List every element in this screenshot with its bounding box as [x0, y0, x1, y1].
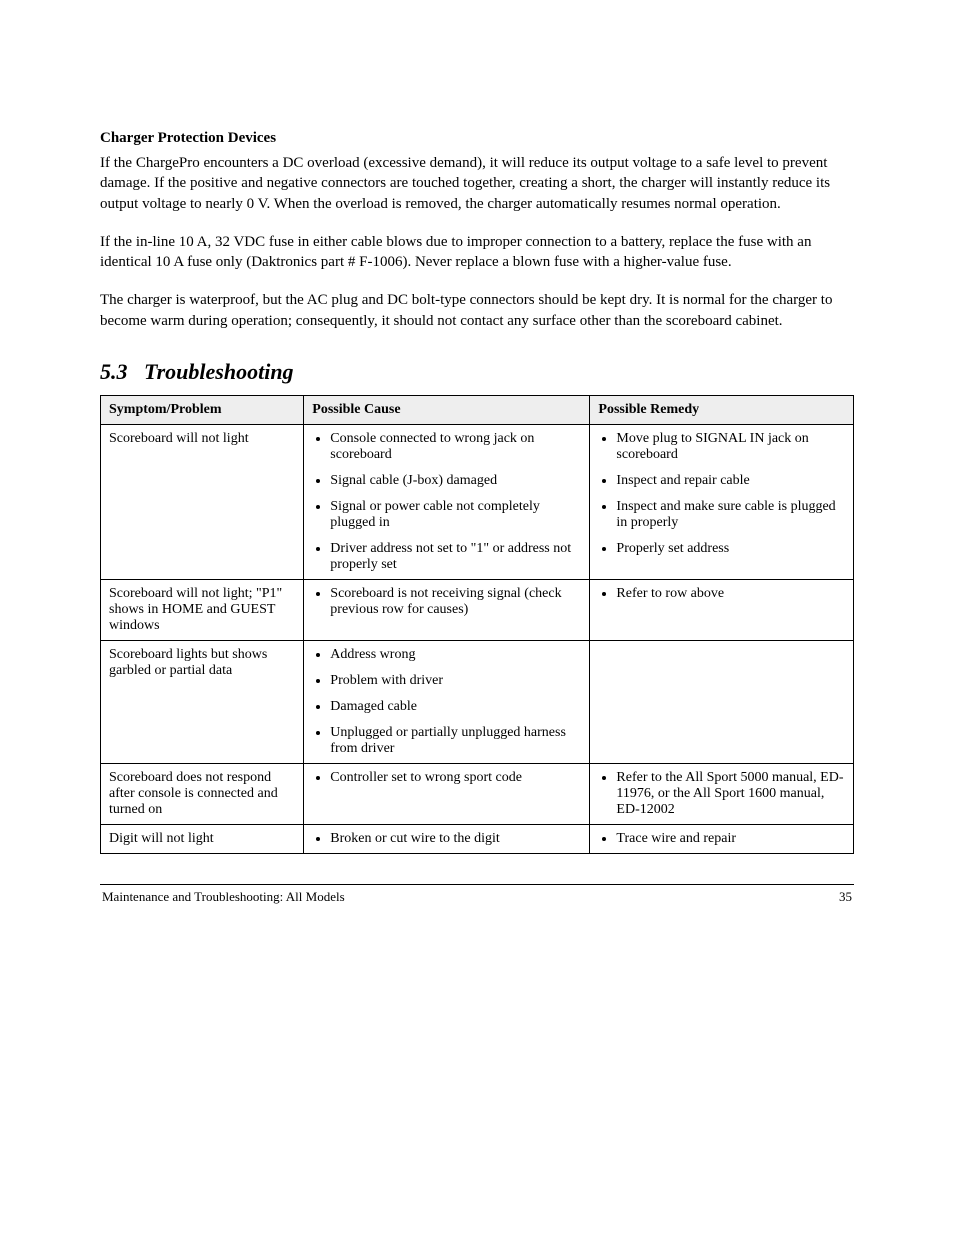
cause-item: Problem with driver [330, 673, 581, 689]
remedy-item: Inspect and make sure cable is plugged i… [616, 499, 845, 531]
table-header-row: Symptom/Problem Possible Cause Possible … [101, 395, 854, 424]
remedy-cell: Move plug to SIGNAL IN jack on scoreboar… [590, 424, 854, 579]
cause-cell: Scoreboard is not receiving signal (chec… [304, 579, 590, 640]
section-title: Troubleshooting [144, 359, 294, 384]
remedy-item: Refer to the All Sport 5000 manual, ED-1… [616, 770, 845, 818]
paragraph: The charger is waterproof, but the AC pl… [100, 290, 854, 331]
section-number: 5.3 [100, 359, 128, 384]
table-row: Scoreboard will not light Console connect… [101, 424, 854, 579]
col-cause: Possible Cause [304, 395, 590, 424]
troubleshooting-table: Symptom/Problem Possible Cause Possible … [100, 395, 854, 854]
table-row: Scoreboard lights but shows garbled or p… [101, 640, 854, 763]
cause-item: Broken or cut wire to the digit [330, 831, 581, 847]
col-symptom: Symptom/Problem [101, 395, 304, 424]
table-row: Scoreboard does not respond after consol… [101, 763, 854, 824]
cause-cell: Controller set to wrong sport code [304, 763, 590, 824]
cause-cell: Console connected to wrong jack on score… [304, 424, 590, 579]
paragraph: If the ChargePro encounters a DC overloa… [100, 153, 854, 214]
cause-item: Signal or power cable not completely plu… [330, 499, 581, 531]
section-heading: Charger Protection Devices [100, 130, 854, 147]
remedy-cell: Refer to the All Sport 5000 manual, ED-1… [590, 763, 854, 824]
footer-rule [100, 884, 854, 885]
cause-item: Scoreboard is not receiving signal (chec… [330, 586, 581, 618]
cause-cell: Address wrong Problem with driver Damaged … [304, 640, 590, 763]
remedy-item: Refer to row above [616, 586, 845, 602]
remedy-cell: Trace wire and repair [590, 824, 854, 853]
paragraph: If the in-line 10 A, 32 VDC fuse in eith… [100, 232, 854, 273]
remedy-cell: Refer to row above [590, 579, 854, 640]
symptom-cell: Scoreboard will not light; "P1" shows in… [101, 579, 304, 640]
table-row: Scoreboard will not light; "P1" shows in… [101, 579, 854, 640]
footer-right: 35 [839, 889, 852, 905]
cause-item: Console connected to wrong jack on score… [330, 431, 581, 463]
cause-cell: Broken or cut wire to the digit [304, 824, 590, 853]
troubleshooting-heading: 5.3 Troubleshooting [100, 359, 854, 385]
symptom-cell: Digit will not light [101, 824, 304, 853]
symptom-cell: Scoreboard does not respond after consol… [101, 763, 304, 824]
footer-left: Maintenance and Troubleshooting: All Mod… [102, 889, 345, 905]
cause-item: Address wrong [330, 647, 581, 663]
page-content: Charger Protection Devices If the Charge… [0, 0, 954, 945]
table-row: Digit will not light Broken or cut wire t… [101, 824, 854, 853]
remedy-item: Inspect and repair cable [616, 473, 845, 489]
cause-item: Driver address not set to "1" or address… [330, 541, 581, 573]
cause-item: Controller set to wrong sport code [330, 770, 581, 786]
symptom-cell: Scoreboard will not light [101, 424, 304, 579]
col-remedy: Possible Remedy [590, 395, 854, 424]
remedy-item: Trace wire and repair [616, 831, 845, 847]
symptom-cell: Scoreboard lights but shows garbled or p… [101, 640, 304, 763]
cause-item: Signal cable (J-box) damaged [330, 473, 581, 489]
cause-item: Unplugged or partially unplugged harness… [330, 725, 581, 757]
cause-item: Damaged cable [330, 699, 581, 715]
page-footer: Maintenance and Troubleshooting: All Mod… [100, 889, 854, 905]
remedy-item: Move plug to SIGNAL IN jack on scoreboar… [616, 431, 845, 463]
remedy-item: Properly set address [616, 541, 845, 557]
remedy-cell [590, 640, 854, 763]
